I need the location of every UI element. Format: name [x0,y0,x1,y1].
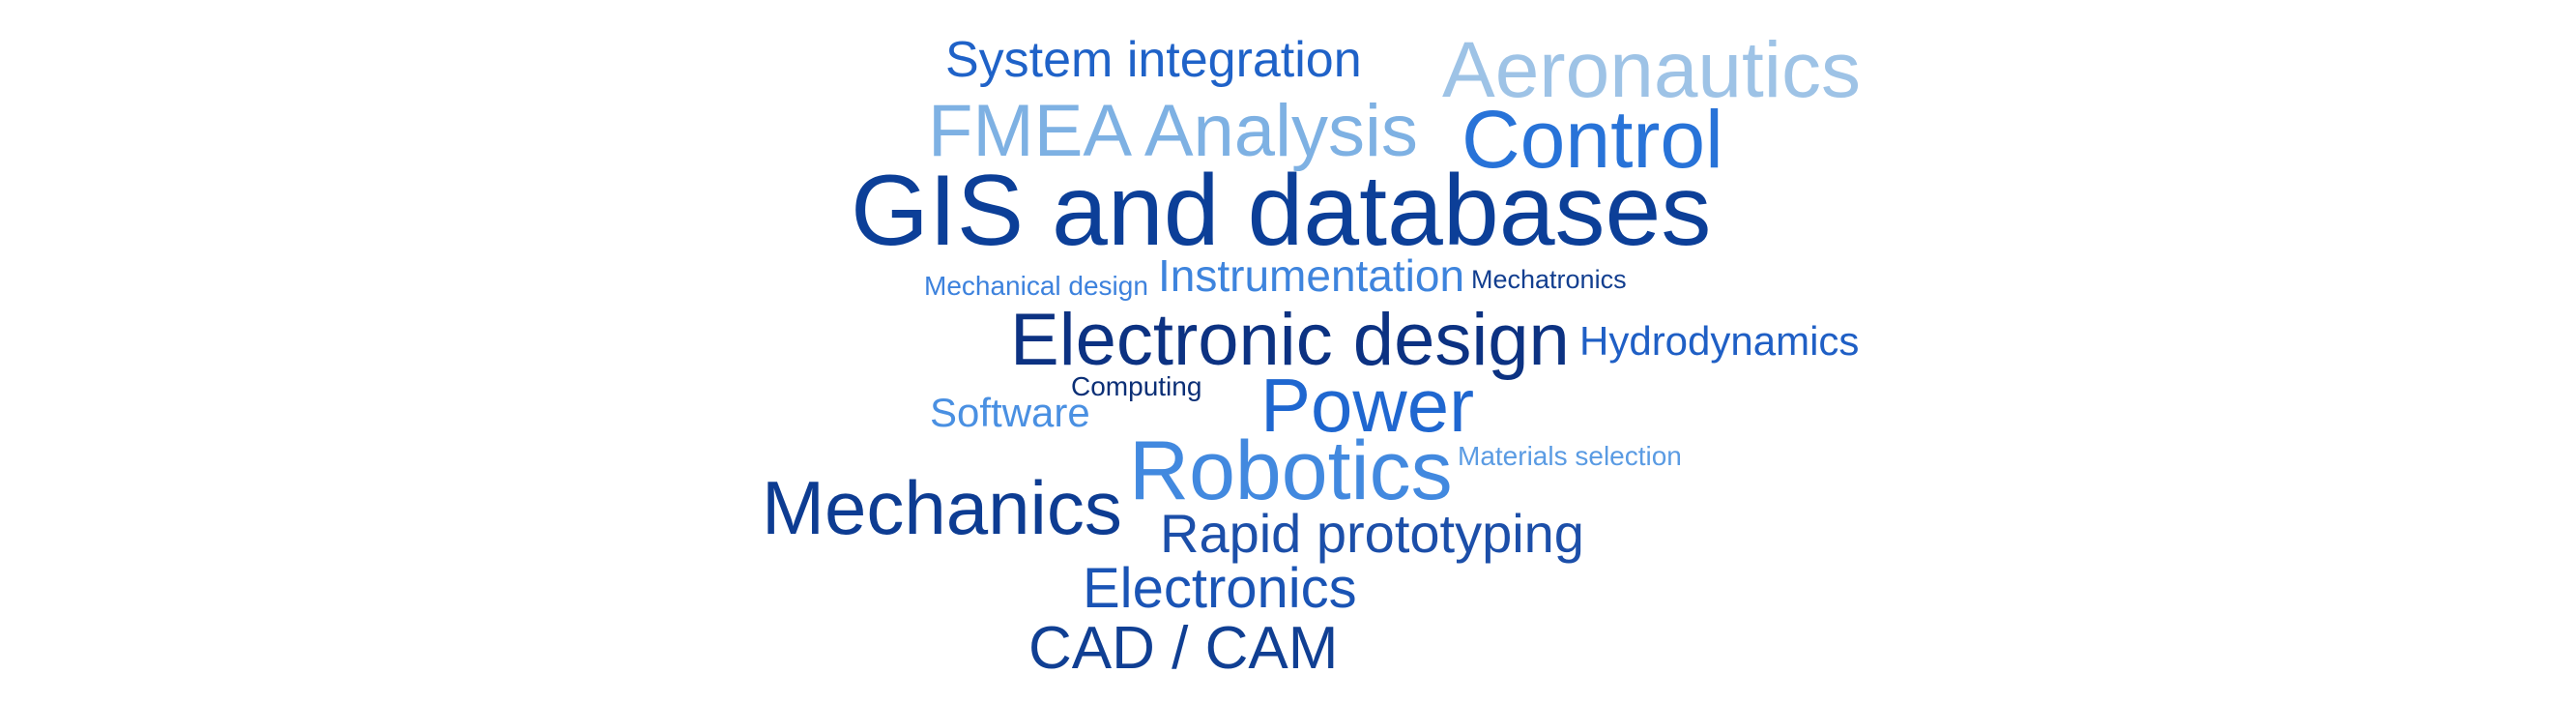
word-aeronautics: Aeronautics [1442,26,1862,114]
word-mechatronics: Mechatronics [1471,265,1627,294]
word-mechanics: Mechanics [762,465,1122,550]
word-electronic-design: Electronic design [1010,299,1570,381]
word-fmea-analysis: FMEA Analysis [928,90,1418,172]
word-electronics: Electronics [1083,557,1357,620]
word-cad-cam: CAD / CAM [1028,615,1339,682]
word-robotics: Robotics [1129,425,1453,517]
word-materials-selection: Materials selection [1458,441,1682,471]
word-system-integration: System integration [945,32,1362,88]
word-rapid-prototyping: Rapid prototyping [1160,503,1584,564]
word-computing: Computing [1071,371,1202,401]
word-gis-and-databases: GIS and databases [851,155,1712,267]
word-hydrodynamics: Hydrodynamics [1579,318,1860,364]
word-mechanical-design: Mechanical design [924,271,1148,301]
word-power: Power [1260,363,1475,448]
word-control: Control [1462,94,1723,185]
word-software: Software [930,390,1090,435]
word-instrumentation: Instrumentation [1158,250,1465,301]
